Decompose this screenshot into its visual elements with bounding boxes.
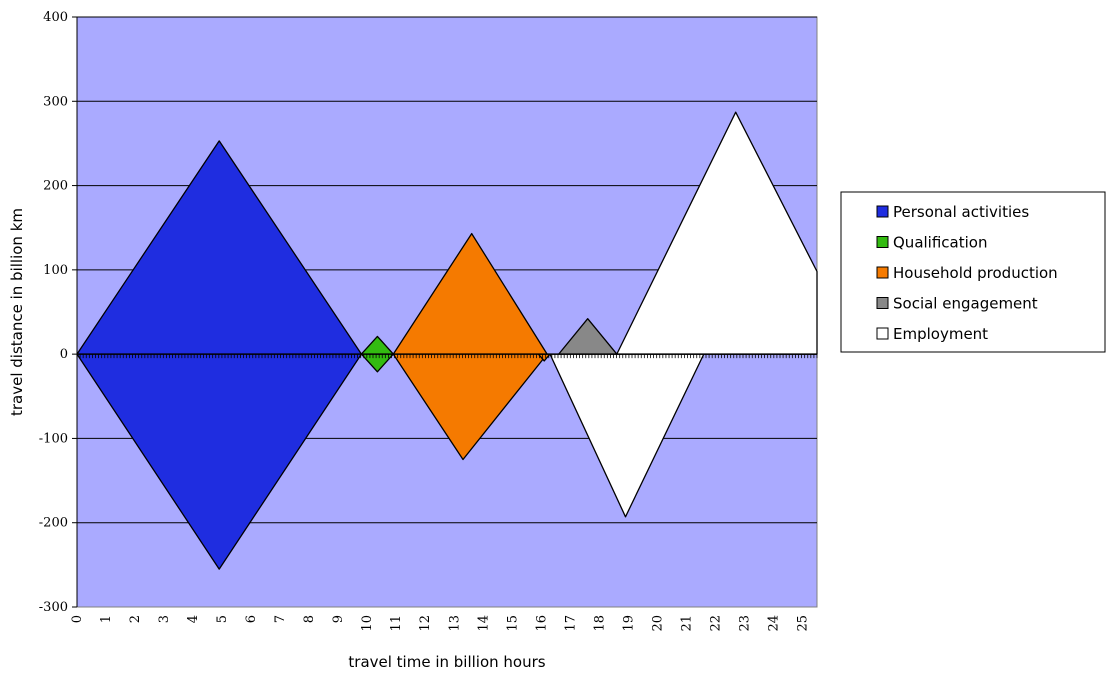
legend-swatch [876,327,889,340]
y-tick-labels: 400 300 200 100 0 -100 -200 -300 [39,10,68,615]
legend-swatch [876,266,889,279]
x-tick-label: 22 [708,615,723,632]
y-axis-title: travel distance in billion km [8,208,26,416]
x-tick-label: 14 [476,615,491,632]
x-tick-labels: 0 1 2 3 4 5 6 7 8 9 10 11 12 13 14 15 16 17 18 19 20 21 22 23 24… [70,615,810,632]
x-axis-title: travel time in billion hours [348,653,545,671]
y-tick-label: -300 [39,600,68,615]
legend-label: Social engagement [893,295,1038,313]
axes [72,16,818,608]
x-tick-label: 3 [157,615,172,623]
x-tick-label: 20 [650,615,665,632]
legend-swatch [876,297,889,309]
x-tick-label: 12 [418,615,433,632]
x-tick-label: 2 [128,615,143,623]
x-tick-label: 0 [70,615,85,623]
y-tick-label: 0 [60,347,68,362]
x-tick-label: 5 [215,615,230,623]
y-tick-label: -100 [39,431,68,446]
legend-label: Personal activities [893,203,1029,221]
x-tick-label: 13 [447,615,462,632]
x-tick-label: 15 [505,615,520,632]
x-tick-label: 17 [563,615,578,632]
y-tick-label: 200 [43,179,68,194]
y-tick-label: 400 [43,10,68,25]
x-tick-label: 23 [737,615,752,632]
legend: Personal activities Qualification Househol… [840,191,1106,353]
legend-label: Qualification [893,234,987,252]
x-tick-label: 1 [99,615,114,623]
x-tick-label: 11 [389,615,404,632]
legend-label: Household production [893,264,1058,282]
x-tick-label: 16 [534,615,549,632]
x-tick-label: 19 [621,615,636,632]
y-tick-label: -200 [39,516,68,531]
x-tick-label: 8 [302,615,317,623]
x-tick-label: 10 [360,615,375,632]
x-tick-label: 18 [592,615,607,632]
x-tick-label: 21 [679,615,694,632]
y-tick-label: 300 [43,94,68,109]
legend-label: Employment [893,325,988,343]
x-tick-label: 7 [273,615,288,623]
x-tick-label: 9 [331,615,346,623]
x-tick-label: 24 [766,615,781,632]
y-tick-label: 100 [43,263,68,278]
x-tick-label: 6 [244,615,259,623]
x-tick-label: 4 [186,615,201,623]
x-tick-label: 25 [795,615,810,632]
legend-swatch [876,205,889,218]
legend-swatch [876,236,889,248]
